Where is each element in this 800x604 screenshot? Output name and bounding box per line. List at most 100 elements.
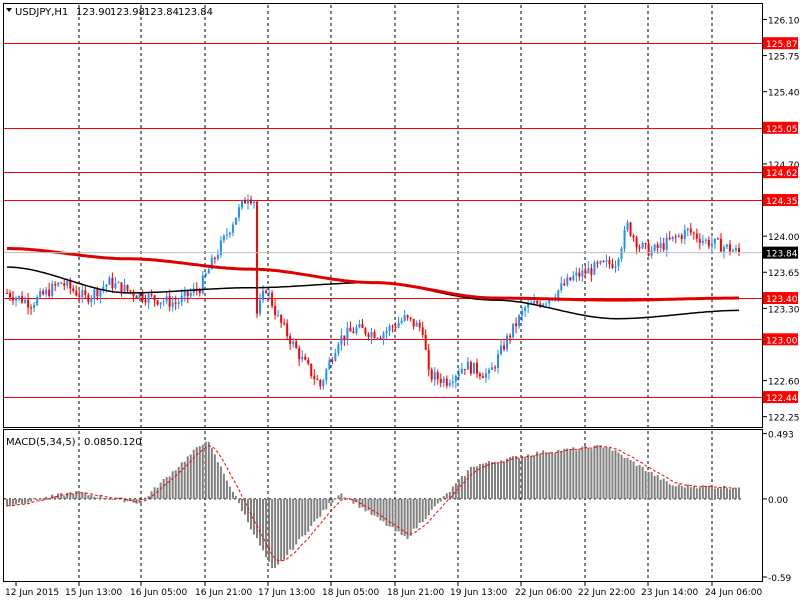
bull-candle-body: [650, 250, 653, 256]
macd-histogram-bar: [51, 494, 54, 499]
price-axis: 126.10 125.75 125.40 124.70 124.00 123.65 123.…: [4, 16, 800, 424]
bull-candle-body: [162, 301, 165, 303]
bear-candle-body: [141, 293, 144, 301]
bear-candle-body: [319, 380, 322, 387]
macd-histogram-bar: [605, 447, 608, 499]
macd-tick-label: 0.493: [768, 431, 794, 441]
bull-candle-body: [542, 303, 545, 307]
level-price-label: 122.44: [766, 394, 798, 404]
macd-histogram-bar: [436, 498, 439, 504]
bear-candle-body: [436, 372, 439, 380]
candlesticks: [6, 194, 740, 390]
macd-histogram-bar: [42, 498, 45, 500]
bear-candle-body: [12, 297, 15, 301]
bear-candle-body: [126, 284, 129, 291]
macd-histogram-bar: [373, 498, 376, 516]
macd-histogram-bar: [644, 471, 647, 499]
macd-header: MACD(5,34,5) 0.085 0.120: [6, 437, 142, 448]
bear-candle-body: [304, 356, 307, 360]
macd-histogram-bar: [228, 486, 231, 499]
macd-histogram-bar: [650, 472, 653, 499]
dropdown-triangle-icon[interactable]: [6, 8, 12, 12]
price-tick-label: 124.70: [768, 161, 800, 171]
bear-candle-body: [54, 283, 57, 286]
bull-candle-body: [653, 244, 656, 251]
macd-histogram-bar: [524, 456, 527, 499]
macd-histogram-bar: [578, 448, 581, 499]
macd-histogram-bar: [503, 461, 506, 499]
bear-candle-body: [430, 369, 433, 380]
macd-histogram-bar: [484, 462, 487, 499]
macd-histogram-bar: [391, 498, 394, 528]
macd-histogram-bar: [138, 498, 141, 503]
bull-candle-body: [677, 235, 680, 237]
price-tick-label: 125.40: [768, 89, 800, 99]
macd-histogram-bar: [219, 466, 222, 499]
bull-candle-body: [500, 345, 503, 355]
bull-candle-body: [222, 235, 225, 241]
macd-histogram-bar: [198, 446, 201, 499]
macd-histogram-bar: [590, 449, 593, 499]
macd-histogram-bar: [334, 498, 337, 500]
bear-candle-body: [478, 373, 481, 377]
bear-candle-body: [75, 290, 78, 296]
macd-histogram-bar: [48, 498, 51, 500]
macd-histogram-bar: [237, 498, 240, 504]
bear-candle-body: [716, 238, 719, 240]
bear-candle-body: [72, 288, 75, 291]
time-tick-label: 22 Jun 06:00: [515, 588, 572, 598]
macd-histogram-bar: [271, 498, 274, 569]
macd-histogram-bar: [310, 498, 313, 526]
macd-histogram-bar: [430, 498, 433, 510]
macd-histogram-bar: [611, 450, 614, 499]
bear-candle-body: [373, 331, 376, 338]
macd-histogram-bar: [599, 445, 602, 499]
bear-candle-body: [611, 264, 614, 268]
macd-histogram-bar: [96, 497, 99, 499]
price-tick-label: 126.10: [768, 16, 800, 26]
bull-candle-body: [207, 269, 210, 274]
macd-histogram-bar: [225, 480, 228, 499]
macd-histogram-bar: [340, 493, 343, 499]
bull-candle-body: [358, 324, 361, 328]
macd-histogram-bar: [518, 458, 521, 499]
macd-histogram-bar: [316, 498, 319, 519]
bear-candle-body: [494, 367, 496, 369]
bear-candle-body: [680, 235, 683, 239]
bear-candle-body: [424, 334, 427, 350]
macd-histogram-bar: [39, 498, 42, 501]
level-price-badge: [763, 333, 798, 346]
bear-candle-body: [27, 299, 30, 308]
macd-histogram-bar: [102, 498, 105, 500]
macd-histogram-bar: [475, 466, 478, 499]
bull-candle-body: [228, 232, 231, 235]
bear-candle-body: [298, 348, 301, 360]
bull-candle-body: [460, 368, 463, 374]
bear-candle-body: [608, 260, 611, 265]
bear-candle-body: [647, 243, 650, 256]
macd-histogram-bar: [33, 498, 36, 500]
macd-histogram-bar: [623, 458, 626, 499]
ohlc-open: 123.90: [76, 7, 111, 18]
macd-histogram-bar: [512, 456, 515, 499]
macd-histogram-bar: [364, 498, 367, 512]
bull-candle-body: [521, 310, 524, 316]
bear-candle-body: [250, 199, 252, 204]
symbol-header[interactable]: USDJPY,H1 123.90 123.98 123.84 123.84: [6, 7, 213, 18]
bull-candle-body: [57, 282, 60, 286]
macd-histogram-bar: [415, 498, 418, 529]
macd-histogram-bar: [548, 452, 551, 499]
macd-histogram-bar: [692, 486, 695, 499]
bear-candle-body: [584, 270, 587, 274]
macd-histogram-bar: [478, 464, 481, 499]
bull-candle-body: [219, 240, 222, 255]
bull-candle-body: [204, 273, 207, 276]
bull-candle-body: [346, 328, 349, 340]
bull-candle-body: [225, 234, 228, 236]
macd-histogram-bar: [575, 450, 578, 499]
macd-histogram-bar: [533, 455, 536, 499]
bear-candle-body: [87, 294, 90, 302]
bear-candle-body: [84, 290, 87, 295]
